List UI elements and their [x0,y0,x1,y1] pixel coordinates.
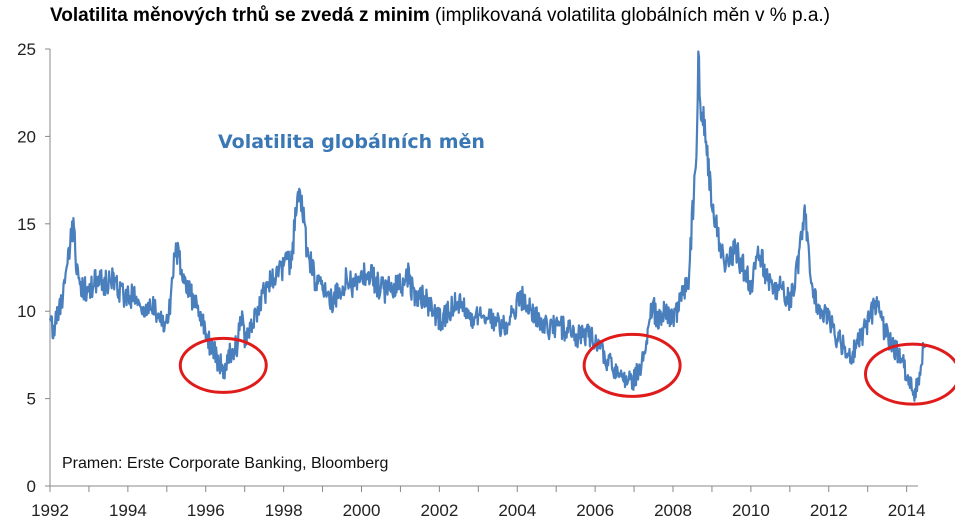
annotation-marks [178,332,955,406]
x-tick-label: 2010 [732,501,770,520]
chart-title-main: Volatilita měnových trhů se zvedá z mini… [50,5,430,26]
series-line [48,50,927,402]
chart-axes [45,48,918,492]
y-tick-label: 20 [17,127,36,146]
x-tick-label: 2004 [498,501,536,520]
x-tick-label: 2006 [576,501,614,520]
series-annotation: Volatilita globálních měn [218,131,485,153]
source-note: Pramen: Erste Corporate Banking, Bloombe… [62,455,388,472]
x-tick-label: 2014 [888,501,926,520]
x-tick-label: 1994 [109,501,147,520]
plot-area [48,50,927,402]
x-tick-label: 2002 [420,501,458,520]
x-tick-label: 1998 [265,501,303,520]
y-tick-label: 10 [17,302,36,321]
x-tick-label: 1996 [187,501,225,520]
x-tick-label: 1992 [31,501,69,520]
chart-title: Volatilita měnových trhů se zvedá z mini… [50,5,830,27]
y-tick-label: 25 [17,40,36,59]
chart-title-subtitle: (implikovaná volatilita globálních měn v… [435,5,830,26]
tick-labels: 0 5 10 15 20 25 1992 1994 1996 1998 2000 2002 2004 20… [17,40,925,520]
y-tick-label: 0 [27,477,36,496]
highlight-ellipse [582,332,682,398]
x-tick-label: 2000 [343,501,381,520]
y-tick-label: 5 [27,390,36,409]
x-tick-label: 2012 [810,501,848,520]
x-tick-label: 2008 [654,501,692,520]
highlight-ellipse [178,336,268,394]
y-tick-label: 15 [17,215,36,234]
highlight-ellipse [863,342,955,406]
